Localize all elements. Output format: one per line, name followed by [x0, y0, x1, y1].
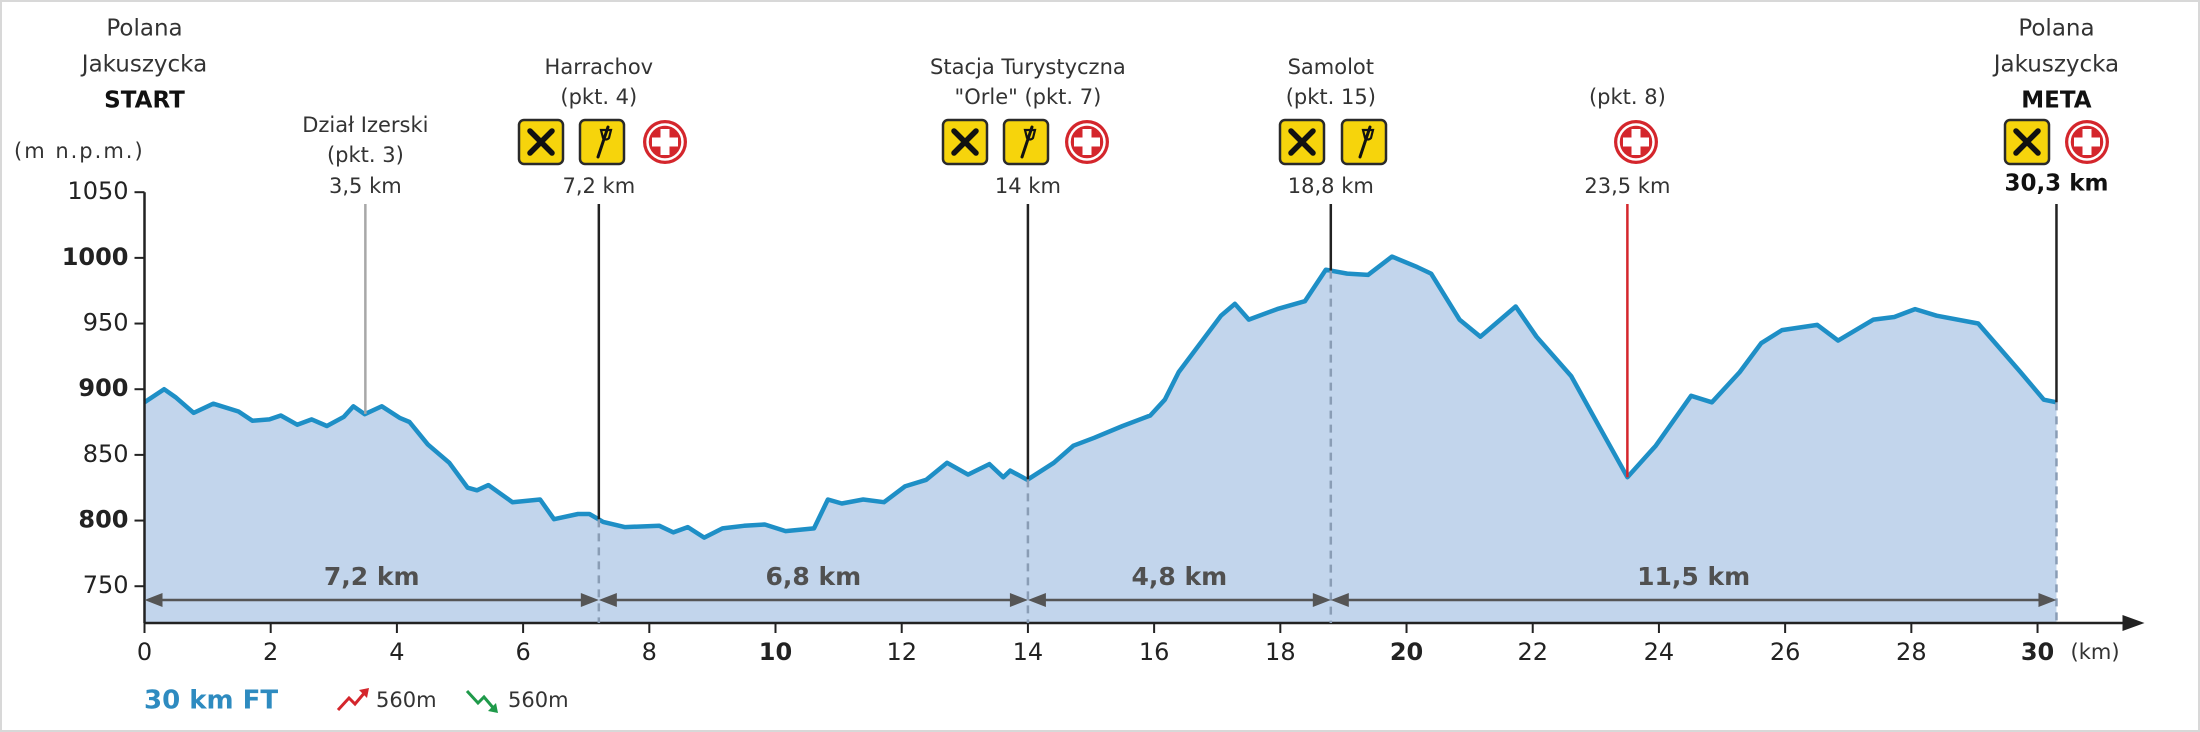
y-tick-label: 850 [83, 440, 129, 468]
checkpoint-label: Stacja Turystyczna [930, 55, 1126, 79]
food-icon [1280, 120, 1324, 164]
checkpoint-label: (pkt. 4) [560, 85, 637, 109]
checkpoint-distance: 30,3 km [2004, 171, 2108, 197]
x-tick-label: 2 [263, 638, 278, 666]
checkpoint-distance: 18,8 km [1288, 174, 1374, 198]
legend: 30 km FT 560m 560m [144, 686, 569, 716]
ascent: 560m [376, 688, 437, 712]
checkpoint-label: Polana [106, 16, 182, 42]
checkpoint-distance: 7,2 km [562, 174, 635, 198]
food-icon [519, 120, 563, 164]
segment-arrow [1330, 593, 1349, 607]
y-tick-label: 900 [78, 374, 128, 402]
food-icon [943, 120, 987, 164]
segment-label: 11,5 km [1637, 562, 1750, 591]
checkpoint-distance: 23,5 km [1584, 174, 1670, 198]
y-axis-label: (m n.p.m.) [14, 139, 145, 163]
checkpoint-label: META [2021, 88, 2092, 114]
medical-icon [1063, 118, 1111, 166]
checkpoint-label: (pkt. 3) [327, 143, 404, 167]
ascent-icon [336, 690, 368, 712]
x-tick-label: 12 [886, 638, 917, 666]
drink-icon [1002, 118, 1050, 166]
checkpoint-label: START [104, 88, 185, 114]
segment-arrow [1027, 593, 1046, 607]
elevation-area [144, 256, 2057, 623]
x-tick-label: 26 [1770, 638, 1801, 666]
segment-arrow [144, 593, 163, 607]
ascent-icon-head [359, 688, 369, 698]
x-axis-label: (km) [2071, 640, 2120, 664]
checkpoint-label: "Orle" (pkt. 7) [955, 85, 1102, 109]
descent: 560m [508, 688, 569, 712]
medical-icon [641, 118, 689, 166]
x-tick-label: 24 [1644, 638, 1675, 666]
checkpoint-label: Samolot [1288, 55, 1374, 79]
segment-arrow [1009, 593, 1028, 607]
x-tick-label: 20 [1390, 638, 1423, 666]
x-tick-label: 8 [642, 638, 657, 666]
x-tick-label: 16 [1139, 638, 1170, 666]
y-tick-label: 1050 [67, 177, 128, 205]
x-tick-label: 6 [515, 638, 530, 666]
x-tick-label: 30 [2021, 638, 2054, 666]
drink-icon [1340, 118, 1388, 166]
x-tick-label: 4 [389, 638, 404, 666]
checkpoint-label: Jakuszycka [1992, 52, 2119, 78]
segment-label: 7,2 km [324, 562, 420, 591]
y-tick-label: 950 [83, 309, 129, 337]
checkpoint-label: Jakuszycka [80, 52, 207, 78]
segment-label: 4,8 km [1132, 562, 1228, 591]
x-tick-label: 10 [759, 638, 792, 666]
segment-label: 6,8 km [766, 562, 862, 591]
checkpoint-distance: 3,5 km [329, 174, 402, 198]
segment-arrow [598, 593, 617, 607]
y-tick-label: 750 [83, 571, 129, 599]
checkpoint-label: Harrachov [545, 55, 654, 79]
x-axis-arrow [2122, 615, 2145, 631]
medical-icon [2063, 118, 2111, 166]
segment-arrow [2038, 593, 2057, 607]
checkpoint-label: (pkt. 15) [1286, 85, 1376, 109]
food-icon [2005, 120, 2049, 164]
checkpoint-distance: 14 km [995, 174, 1061, 198]
descent-icon-head [488, 703, 498, 713]
checkpoint-label: Polana [2018, 16, 2094, 42]
elevation-line [143, 254, 2057, 540]
x-tick-label: 14 [1013, 638, 1044, 666]
medical-icon [1612, 118, 1660, 166]
x-tick-label: 18 [1265, 638, 1296, 666]
y-tick-label: 800 [78, 506, 128, 534]
drink-icon [578, 118, 626, 166]
x-tick-label: 0 [137, 638, 152, 666]
x-tick-label: 22 [1517, 638, 1548, 666]
y-tick-label: 1000 [62, 243, 129, 271]
route-name: 30 km FT [144, 686, 278, 716]
checkpoint-label: (pkt. 8) [1589, 85, 1666, 109]
descent-icon [465, 689, 497, 711]
checkpoint-label: Dział Izerski [302, 113, 428, 137]
x-tick-label: 28 [1896, 638, 1927, 666]
segment-arrow [1312, 593, 1331, 607]
segment-arrow [580, 593, 599, 607]
